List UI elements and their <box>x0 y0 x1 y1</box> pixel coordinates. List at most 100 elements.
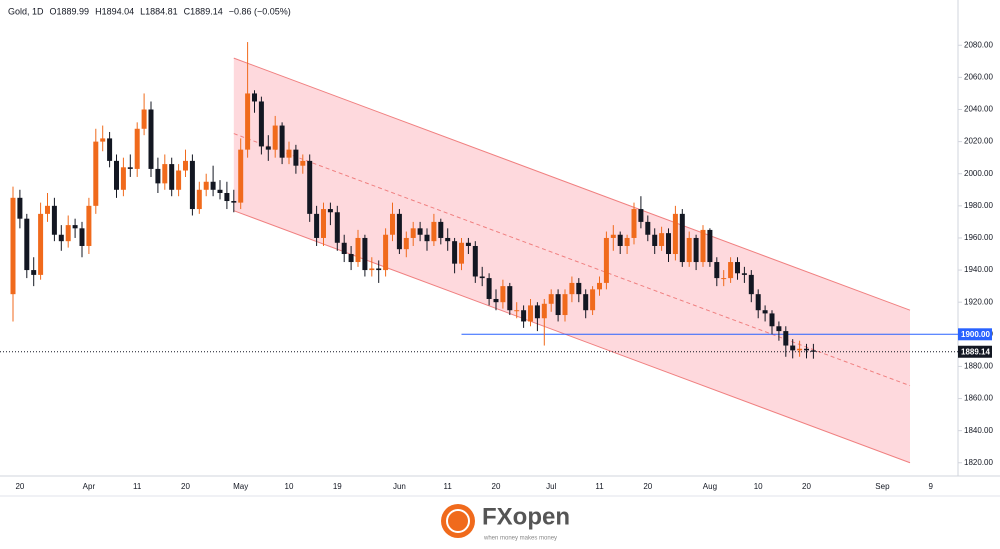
candle-body <box>445 237 451 242</box>
candle-body <box>514 310 520 312</box>
x-tick-label: Jul <box>546 482 556 491</box>
candle-body <box>279 125 285 158</box>
y-tick-label: 1960.00 <box>964 233 993 242</box>
candle-body <box>258 101 264 147</box>
candle-body <box>659 233 665 246</box>
candle-body <box>162 164 168 184</box>
legend-item: −0.86 (−0.05%) <box>229 6 291 16</box>
x-tick-label: 19 <box>333 482 342 491</box>
candle-body <box>45 205 50 214</box>
plot: 1820.00 1840.00 1860.00 1880.00 1900.00 1920.… <box>0 40 993 491</box>
candle-body <box>548 294 554 304</box>
x-tick-label: 20 <box>492 482 501 491</box>
candle-body <box>590 289 596 311</box>
candle-body <box>203 181 209 190</box>
candle-body <box>334 212 340 243</box>
candle-body <box>769 313 775 327</box>
candle-body <box>72 225 78 229</box>
candle-body <box>452 241 458 264</box>
candle-body <box>362 237 368 271</box>
candle-body <box>17 197 23 219</box>
candle-body <box>755 294 761 311</box>
candle-body <box>348 254 354 263</box>
y-tick-label: 2000.00 <box>964 169 993 178</box>
candle-body <box>100 138 106 142</box>
candle-body <box>417 228 423 235</box>
candle-body <box>10 197 16 295</box>
candle-body <box>666 233 671 255</box>
candle-body <box>410 228 416 238</box>
x-tick-label: 11 <box>595 482 604 491</box>
candle-body <box>396 213 402 250</box>
candle-body <box>265 146 271 150</box>
y-tick-label: 1920.00 <box>964 297 993 306</box>
candle-body <box>300 160 306 166</box>
candle-body <box>597 282 602 290</box>
candle-body <box>804 348 809 351</box>
candle-body <box>748 274 754 295</box>
candle-body <box>479 276 485 279</box>
x-tick-label: Jun <box>393 482 406 491</box>
candle-body <box>797 348 803 351</box>
legend: Gold, 1D O1889.99 H1894.04 L1884.81 C1889.14… <box>8 6 291 16</box>
candle-body <box>293 149 299 166</box>
y-tick-label: 1980.00 <box>964 201 993 210</box>
price-label: 1900.00 <box>961 330 990 339</box>
candle-body <box>252 93 257 102</box>
candle-body <box>714 262 720 279</box>
candle-body <box>638 209 644 222</box>
candle-body <box>555 294 561 316</box>
candle-body <box>31 270 37 275</box>
candle-body <box>196 189 202 210</box>
candle-body <box>169 164 175 190</box>
candle-body <box>107 138 113 161</box>
candle-body <box>134 128 140 169</box>
candle-body <box>183 160 188 171</box>
candle-body <box>631 209 637 238</box>
candle-body <box>472 245 478 277</box>
candle-body <box>693 237 699 263</box>
candle-body <box>624 237 630 246</box>
candle-body <box>86 205 92 246</box>
x-tick-label: 10 <box>285 482 294 491</box>
legend-item: C1889.14 <box>184 6 223 16</box>
price-label: 1889.14 <box>961 347 990 356</box>
candle-body <box>776 326 782 332</box>
candle-body <box>390 213 395 235</box>
candle-body <box>465 242 471 246</box>
price-label-box <box>958 345 992 358</box>
candle-body <box>569 282 575 295</box>
candle-body <box>500 286 506 303</box>
logo-brand: FXopen <box>482 503 570 530</box>
candle-body <box>610 234 616 238</box>
candle-body <box>541 303 547 319</box>
candle-body <box>120 167 126 190</box>
candle-body <box>272 125 278 150</box>
logo-tagline: when money makes money <box>483 536 557 542</box>
candle-body <box>459 242 464 264</box>
channel-upper <box>233 57 911 311</box>
legend-item: O1889.99 <box>50 6 90 16</box>
candle-body <box>424 234 430 242</box>
candle-body <box>224 192 230 202</box>
y-tick-label: 1940.00 <box>964 265 993 274</box>
candle-body <box>114 160 119 190</box>
candle-body <box>210 181 216 190</box>
x-tick-label: 20 <box>802 482 811 491</box>
candle-body <box>127 167 133 169</box>
candle-body <box>528 305 533 322</box>
candle-body <box>38 213 44 275</box>
candle-body <box>141 109 147 129</box>
candle-body <box>493 298 499 303</box>
candle-body <box>438 221 444 238</box>
candle-body <box>176 170 182 190</box>
candle-body <box>327 209 333 213</box>
candle-body <box>314 213 320 238</box>
candle-body <box>735 262 740 274</box>
y-tick-label: 1860.00 <box>964 394 993 403</box>
candle-body <box>762 310 768 314</box>
x-tick-label: Apr <box>83 482 96 491</box>
candle-body <box>721 278 727 280</box>
candle-body <box>79 228 85 246</box>
